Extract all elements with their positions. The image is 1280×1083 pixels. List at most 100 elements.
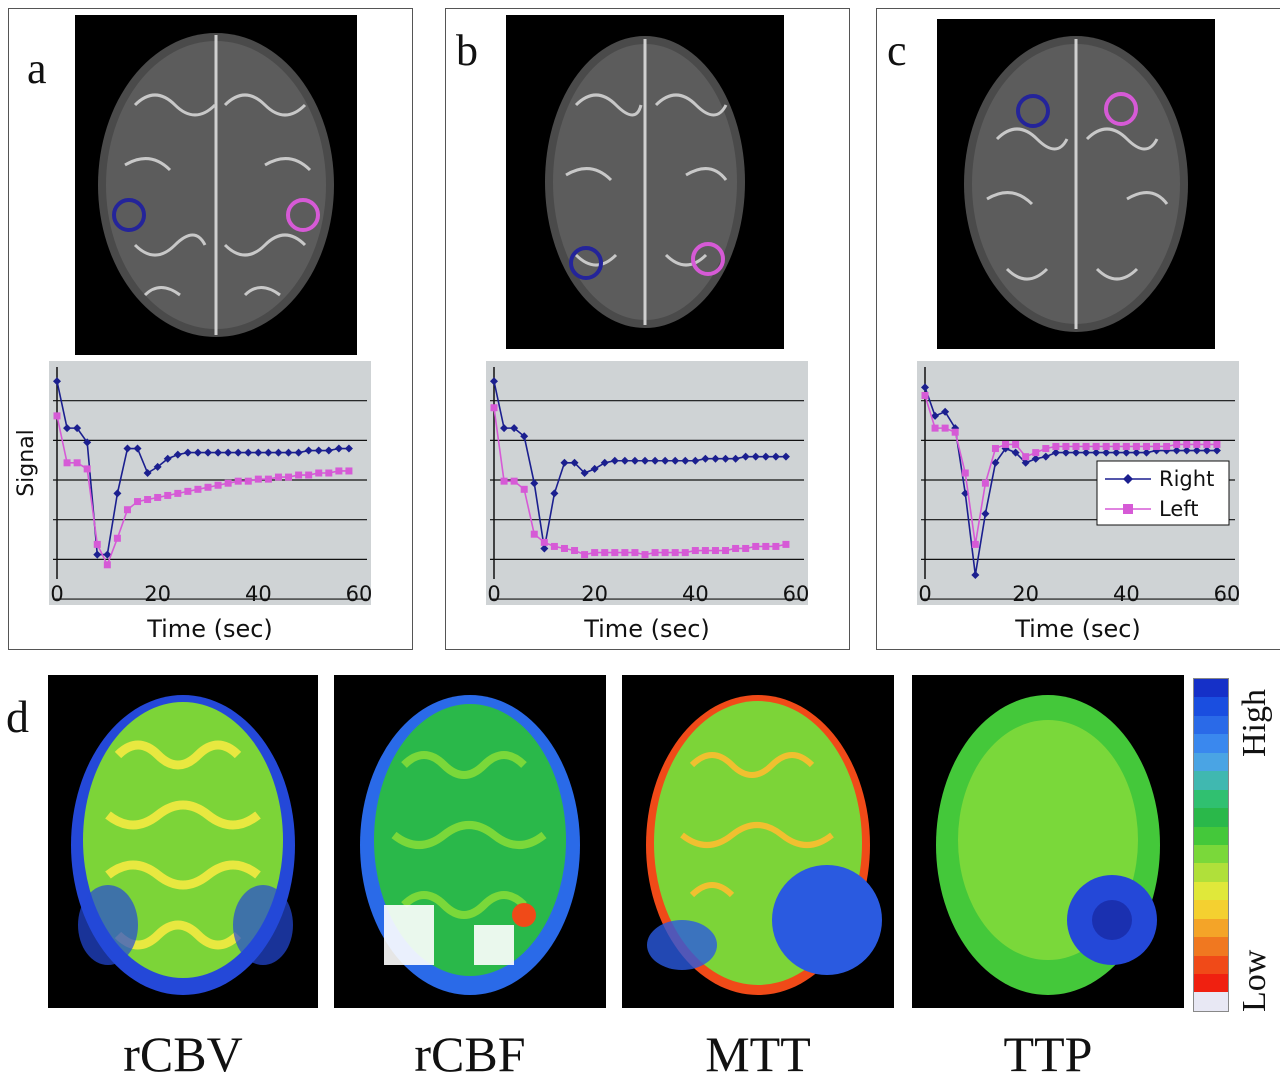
data-point bbox=[234, 448, 243, 457]
data-point bbox=[324, 446, 333, 455]
data-point bbox=[294, 448, 303, 457]
data-point bbox=[921, 383, 929, 392]
data-point bbox=[500, 424, 509, 433]
data-point bbox=[691, 547, 699, 555]
map-rcbv bbox=[48, 675, 318, 1008]
colorbar-swatch bbox=[1194, 697, 1228, 716]
data-point bbox=[1182, 446, 1191, 455]
colorbar-swatch bbox=[1194, 918, 1228, 938]
data-point bbox=[741, 452, 750, 461]
data-point bbox=[1092, 448, 1101, 457]
line-chart-a: 0 20 40 60 Time (sec) Signal bbox=[14, 361, 372, 643]
data-point bbox=[711, 454, 720, 463]
data-point bbox=[530, 530, 538, 538]
data-point bbox=[1102, 442, 1110, 450]
legend-label: Right bbox=[1159, 467, 1214, 491]
data-point bbox=[1183, 440, 1191, 448]
data-point bbox=[53, 412, 61, 420]
data-point bbox=[1202, 446, 1211, 455]
data-point bbox=[510, 477, 518, 485]
data-point bbox=[550, 542, 558, 550]
data-point bbox=[681, 549, 689, 557]
map-label-rcbv: rCBV bbox=[123, 1026, 243, 1082]
data-point bbox=[305, 471, 313, 479]
data-point bbox=[1072, 448, 1080, 457]
data-point bbox=[63, 424, 72, 433]
data-point bbox=[601, 549, 609, 557]
colorbar-low-label: Low bbox=[1236, 949, 1273, 1012]
x-tick-label: 0 bbox=[918, 582, 931, 606]
data-point bbox=[164, 491, 172, 499]
x-tick-label: 0 bbox=[50, 582, 63, 606]
data-point bbox=[274, 448, 283, 457]
data-point bbox=[570, 458, 579, 467]
data-point bbox=[103, 561, 111, 569]
data-point bbox=[1112, 442, 1120, 450]
data-point bbox=[284, 448, 293, 457]
data-point bbox=[1142, 448, 1151, 457]
data-point bbox=[264, 448, 273, 457]
panel-a: a 0 20 40 60 Time (sec) Signal bbox=[8, 8, 413, 650]
data-point bbox=[73, 424, 82, 433]
data-point bbox=[345, 467, 353, 475]
data-point bbox=[274, 473, 282, 481]
data-point bbox=[781, 452, 790, 461]
data-point bbox=[184, 487, 192, 495]
data-point bbox=[671, 456, 680, 465]
data-point bbox=[1132, 448, 1141, 457]
data-point bbox=[1193, 440, 1201, 448]
data-point bbox=[732, 544, 740, 552]
data-point bbox=[1032, 449, 1040, 457]
colorbar-swatch bbox=[1194, 715, 1228, 735]
data-point bbox=[325, 469, 333, 477]
data-point bbox=[194, 485, 202, 493]
plot-c: 0 20 40 60 Time (sec) Right Left bbox=[881, 361, 1276, 651]
data-point bbox=[611, 549, 619, 557]
data-point bbox=[1122, 442, 1130, 450]
data-point bbox=[941, 424, 949, 432]
colorbar-swatch bbox=[1194, 734, 1228, 753]
data-point bbox=[620, 456, 629, 465]
legend-marker bbox=[1123, 474, 1133, 484]
data-point bbox=[931, 424, 939, 432]
data-point bbox=[500, 477, 508, 485]
x-tick-label: 0 bbox=[487, 582, 500, 606]
data-point bbox=[153, 462, 162, 471]
data-point bbox=[335, 467, 343, 475]
data-point bbox=[711, 547, 719, 555]
data-point bbox=[630, 456, 639, 465]
data-point bbox=[1041, 452, 1050, 461]
data-point bbox=[173, 450, 182, 459]
data-point bbox=[63, 459, 71, 467]
data-point bbox=[264, 475, 272, 483]
panel-letter-a: a bbox=[27, 44, 47, 93]
plot-area bbox=[486, 361, 808, 605]
colorbar-swatch bbox=[1194, 992, 1228, 1011]
data-point bbox=[143, 469, 152, 477]
data-point bbox=[53, 377, 61, 386]
data-point bbox=[761, 452, 770, 461]
data-point bbox=[93, 540, 101, 548]
data-point bbox=[1192, 446, 1201, 455]
data-point bbox=[204, 483, 212, 491]
data-point bbox=[193, 448, 202, 457]
data-point bbox=[581, 551, 589, 559]
data-point bbox=[751, 452, 760, 461]
data-point bbox=[631, 549, 639, 557]
panel-letter-d: d bbox=[6, 691, 29, 742]
data-point bbox=[981, 479, 989, 487]
colorbar-swatch bbox=[1194, 955, 1228, 974]
data-point bbox=[83, 465, 91, 473]
data-point bbox=[610, 456, 619, 465]
x-axis-label: Time (sec) bbox=[1014, 615, 1141, 643]
data-point bbox=[1092, 442, 1100, 450]
data-point bbox=[742, 544, 750, 552]
data-point bbox=[520, 432, 529, 441]
data-point bbox=[1042, 445, 1050, 453]
data-point bbox=[123, 444, 132, 453]
line-chart-b: 0 20 40 60 Time (sec) bbox=[486, 361, 809, 643]
data-point bbox=[1213, 440, 1221, 448]
data-point bbox=[1011, 448, 1020, 457]
data-point bbox=[123, 506, 131, 514]
data-point bbox=[133, 444, 142, 453]
